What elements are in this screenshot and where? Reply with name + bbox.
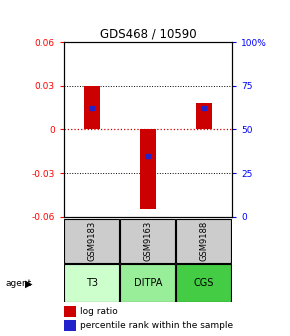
Text: GSM9188: GSM9188 bbox=[200, 221, 209, 261]
Bar bbox=[140, 129, 156, 209]
Bar bbox=[84, 86, 100, 129]
Bar bbox=[64, 320, 76, 331]
Bar bbox=[64, 306, 76, 317]
Bar bbox=[177, 264, 231, 302]
Bar bbox=[64, 219, 119, 263]
Bar bbox=[120, 264, 175, 302]
Bar bbox=[120, 219, 175, 263]
Text: CGS: CGS bbox=[194, 278, 214, 288]
Text: DITPA: DITPA bbox=[134, 278, 162, 288]
Bar bbox=[64, 264, 119, 302]
Text: percentile rank within the sample: percentile rank within the sample bbox=[80, 321, 233, 330]
Text: GSM9183: GSM9183 bbox=[87, 221, 96, 261]
Title: GDS468 / 10590: GDS468 / 10590 bbox=[99, 28, 196, 41]
Text: ▶: ▶ bbox=[25, 279, 32, 289]
Bar bbox=[196, 103, 212, 129]
Text: GSM9163: GSM9163 bbox=[143, 221, 153, 261]
Text: log ratio: log ratio bbox=[80, 307, 118, 316]
Text: agent: agent bbox=[6, 280, 32, 288]
Bar bbox=[177, 219, 231, 263]
Text: T3: T3 bbox=[86, 278, 98, 288]
